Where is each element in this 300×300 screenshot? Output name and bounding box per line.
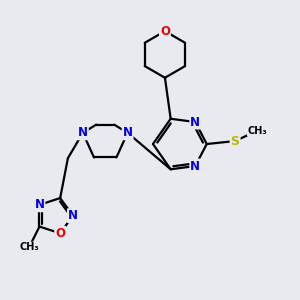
Text: N: N — [123, 126, 133, 139]
Text: O: O — [160, 25, 170, 38]
Text: S: S — [231, 134, 240, 148]
Text: N: N — [190, 160, 200, 172]
Text: CH₃: CH₃ — [248, 126, 267, 136]
Text: N: N — [78, 126, 88, 139]
Text: N: N — [190, 116, 200, 128]
Text: N: N — [34, 198, 44, 211]
Text: CH₃: CH₃ — [19, 242, 39, 253]
Text: O: O — [55, 227, 65, 240]
Text: N: N — [68, 209, 78, 222]
